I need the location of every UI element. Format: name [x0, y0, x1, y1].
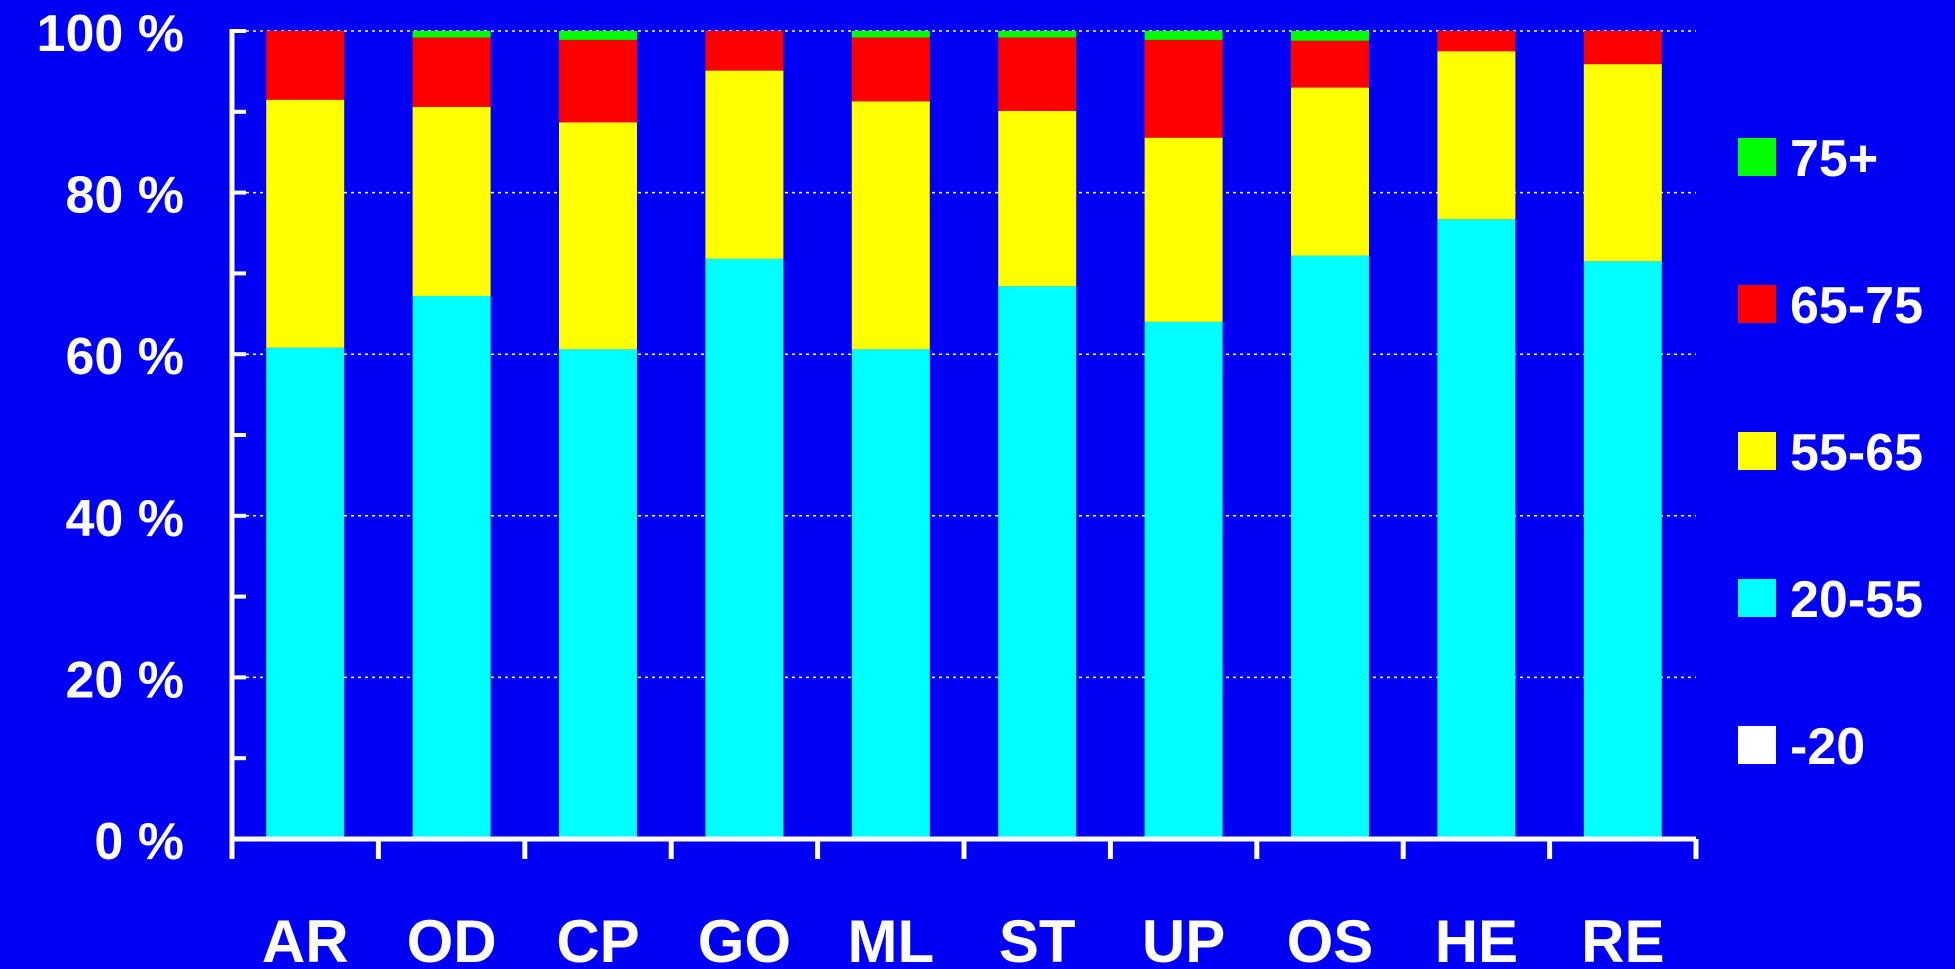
bar-segment	[1144, 39, 1223, 138]
bar-segment	[1291, 31, 1369, 41]
bar-segment	[851, 101, 930, 350]
y-tick-label: 80 %	[65, 167, 184, 225]
legend-label: 75+	[1790, 130, 1878, 188]
y-tick-label: 100 %	[37, 5, 184, 63]
bar-segment	[1144, 321, 1223, 839]
bar-segment	[1437, 31, 1516, 52]
bar-segment	[705, 258, 784, 840]
legend-swatch	[1738, 285, 1776, 323]
x-tick-label: GO	[698, 908, 791, 969]
bar-segment	[559, 31, 637, 40]
bar-segment	[1291, 40, 1369, 88]
x-tick-label: UP	[1142, 908, 1225, 969]
bar-segment	[1437, 51, 1516, 220]
bar-segment	[851, 37, 930, 102]
bar-segment	[266, 347, 345, 839]
bar-segment	[998, 110, 1077, 287]
axes	[229, 29, 1699, 859]
bars	[266, 31, 1662, 840]
bar-segment	[1291, 255, 1369, 839]
x-tick-label: CP	[556, 908, 639, 969]
bar-segment	[851, 349, 930, 839]
legend-swatch	[1738, 579, 1776, 617]
y-tick-label: 20 %	[65, 651, 184, 709]
legend: 75+ 65-75 55-65 20-55 -20	[1738, 130, 1923, 776]
bar-segment	[851, 31, 930, 38]
x-tick-label: ML	[847, 908, 934, 969]
x-tick-label: OD	[407, 908, 497, 969]
bar-segment	[266, 31, 345, 100]
bar-segment	[1144, 137, 1223, 322]
bar-segment	[705, 31, 784, 71]
bar-segment	[559, 349, 637, 839]
legend-swatch	[1738, 432, 1776, 470]
bar-segment	[412, 37, 491, 107]
y-tick-labels: 0 % 20 % 40 % 60 % 80 % 100 %	[37, 5, 184, 871]
y-tick-label: 60 %	[65, 328, 184, 386]
legend-label: -20	[1790, 718, 1865, 776]
bar-segment	[559, 39, 637, 123]
legend-label: 55-65	[1790, 424, 1923, 482]
legend-label: 20-55	[1790, 571, 1923, 629]
legend-label: 65-75	[1790, 277, 1923, 335]
bar-segment	[1583, 31, 1662, 65]
bar-segment	[998, 37, 1077, 111]
bar-segment	[412, 296, 491, 839]
legend-swatch	[1738, 726, 1776, 764]
bar-segment	[998, 286, 1077, 839]
bar-segment	[1583, 261, 1662, 839]
bar-segment	[998, 31, 1077, 38]
y-tick-label: 0 %	[94, 813, 184, 871]
x-tick-label: RE	[1581, 908, 1664, 969]
bar-segment	[1144, 31, 1223, 40]
bar-segment	[266, 99, 345, 348]
bar-segment	[412, 31, 491, 38]
bar-segment	[1583, 64, 1662, 262]
bar-segment	[412, 106, 491, 297]
y-tick-label: 40 %	[65, 490, 184, 548]
bar-segment	[1437, 219, 1516, 839]
bar-segment	[1291, 87, 1369, 256]
x-tick-label: AR	[262, 908, 349, 969]
bar-segment	[559, 122, 637, 350]
x-tick-label: HE	[1435, 908, 1518, 969]
x-tick-label: OS	[1287, 908, 1374, 969]
x-tick-label: ST	[999, 908, 1076, 969]
legend-swatch	[1738, 138, 1776, 176]
x-tick-labels: AR OD CP GO ML ST UP OS HE RE	[262, 908, 1665, 969]
bar-segment	[705, 70, 784, 259]
